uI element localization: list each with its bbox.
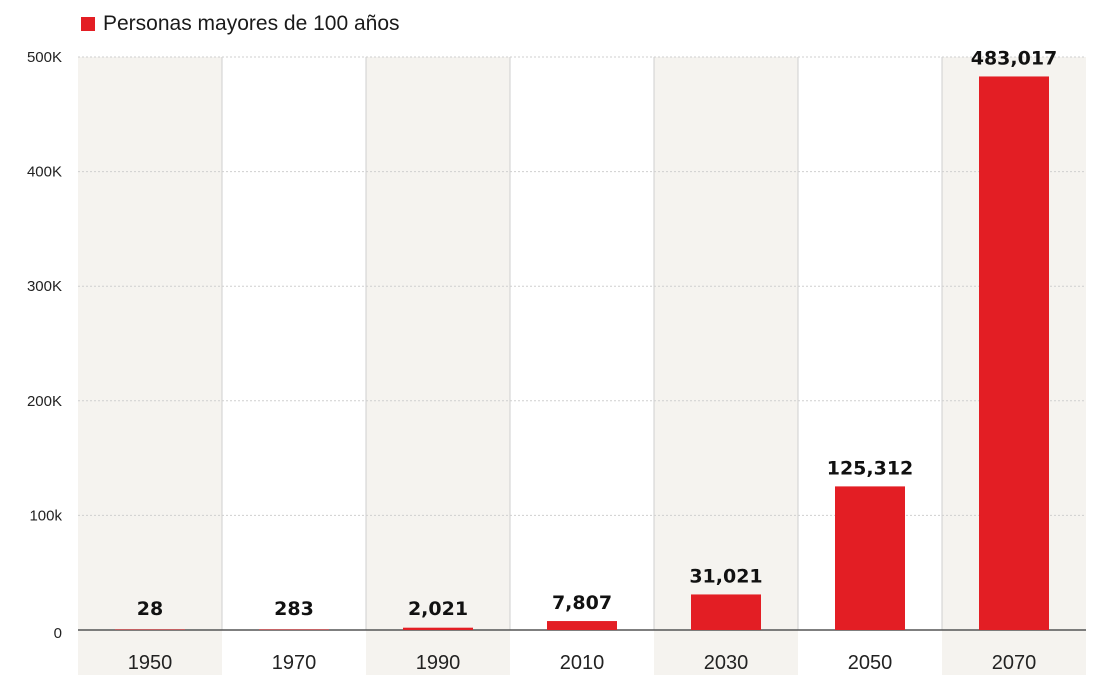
data-label: 7,807 <box>552 592 612 614</box>
data-label: 28 <box>137 598 163 620</box>
bar <box>259 629 329 630</box>
bar <box>979 76 1049 630</box>
y-tick-label: 400K <box>27 164 62 181</box>
y-tick-label: 100k <box>29 507 62 524</box>
column-band <box>654 57 798 675</box>
bar <box>403 627 473 630</box>
legend-label: Personas mayores de 100 años <box>103 12 400 35</box>
x-tick-label: 2070 <box>992 652 1037 674</box>
x-tick-label: 2010 <box>560 652 605 674</box>
data-label: 125,312 <box>827 457 914 479</box>
x-tick-label: 2050 <box>848 652 893 674</box>
bar <box>547 621 617 630</box>
y-tick-label: 200K <box>27 393 62 410</box>
legend-swatch <box>81 17 95 31</box>
y-tick-label: 500K <box>27 49 62 66</box>
bar <box>115 629 185 630</box>
y-tick-label: 0 <box>54 625 62 642</box>
x-tick-label: 1990 <box>416 652 461 674</box>
data-label: 2,021 <box>408 598 468 620</box>
x-tick-label: 1970 <box>272 652 317 674</box>
data-label: 283 <box>274 598 314 620</box>
data-label: 483,017 <box>971 47 1058 69</box>
column-band <box>78 57 222 675</box>
y-tick-label: 300K <box>27 278 62 295</box>
data-label: 31,021 <box>689 565 762 587</box>
chart-legend: Personas mayores de 100 años <box>81 9 400 39</box>
bar <box>835 486 905 630</box>
column-band <box>366 57 510 675</box>
bar <box>691 594 761 630</box>
x-tick-label: 1950 <box>128 652 173 674</box>
x-tick-label: 2030 <box>704 652 749 674</box>
